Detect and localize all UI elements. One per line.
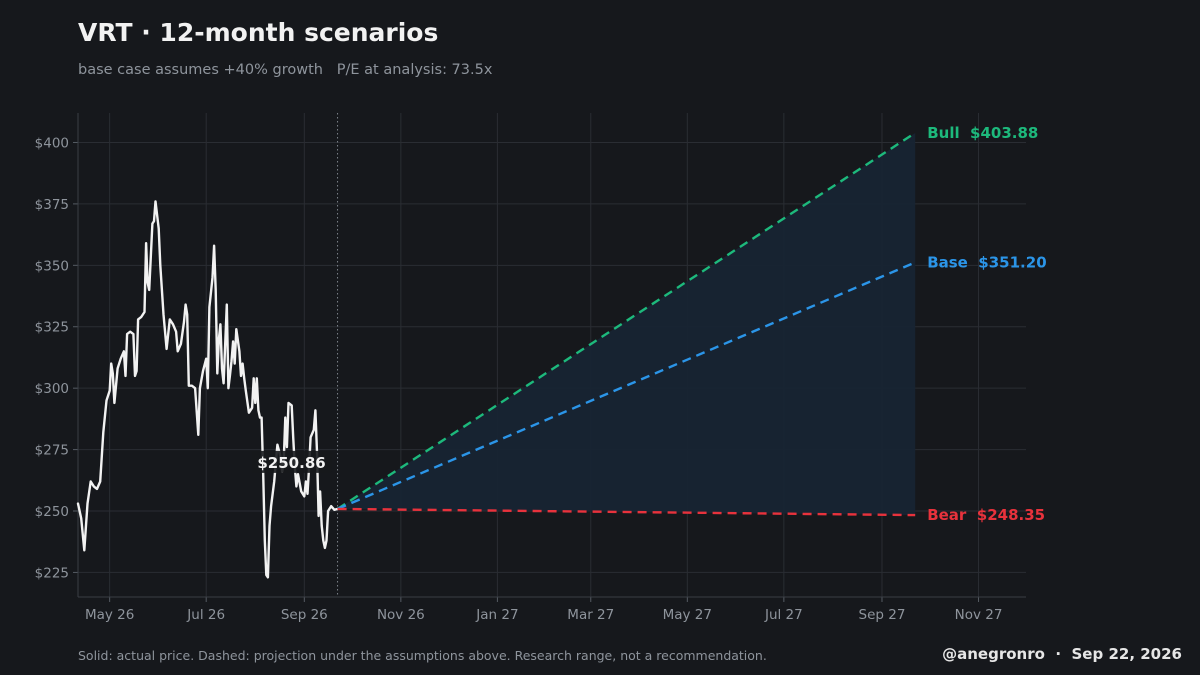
annotations: Bull $403.88 Base $351.20 Bear $248.35 $250… <box>251 124 1047 524</box>
footer-signature: @anegronro · Sep 22, 2026 <box>942 645 1182 663</box>
x-tick-label: Nov 26 <box>377 607 425 623</box>
x-tick-label: Sep 26 <box>281 607 328 623</box>
base-scenario-label: Base $351.20 <box>927 253 1046 271</box>
bull-scenario-label: Bull $403.88 <box>927 124 1038 142</box>
x-tick-label: Jan 27 <box>475 607 518 623</box>
bear-line <box>337 507 916 517</box>
y-tick-label: $350 <box>35 258 69 274</box>
chart-subtitle: base case assumes +40% growth P/E at ana… <box>78 62 493 78</box>
x-tick-label: Sep 27 <box>859 607 906 623</box>
x-tick-label: Jul 27 <box>764 607 803 623</box>
x-tick-label: Nov 27 <box>955 607 1003 623</box>
current-price-label: $250.86 <box>257 454 325 472</box>
projection-band <box>337 132 916 516</box>
series <box>76 131 916 579</box>
y-tick-label: $225 <box>35 565 69 581</box>
y-tick-label: $375 <box>35 197 69 213</box>
chart-title: VRT · 12-month scenarios <box>78 18 439 47</box>
x-tick-label: Jul 26 <box>186 607 225 623</box>
bear-scenario-label: Bear $248.35 <box>927 506 1045 524</box>
bull-line <box>336 131 916 510</box>
y-tick-label: $275 <box>35 443 69 459</box>
y-tick-label: $400 <box>35 135 69 151</box>
y-tick-label: $325 <box>35 320 69 336</box>
x-tick-label: May 26 <box>85 607 134 623</box>
current-price-box <box>251 450 332 473</box>
x-tick-label: Mar 27 <box>567 607 614 623</box>
footer-note: Solid: actual price. Dashed: projection … <box>78 648 767 663</box>
y-tick-label: $300 <box>35 381 69 397</box>
actual-line <box>76 200 339 579</box>
projection-range-band <box>337 132 916 516</box>
axes: $225 $250 $275 $300 $325 $350 $375 $400 May 26 Ju… <box>35 113 1026 623</box>
y-tick-label: $250 <box>35 504 69 520</box>
x-tick-label: May 27 <box>663 607 712 623</box>
